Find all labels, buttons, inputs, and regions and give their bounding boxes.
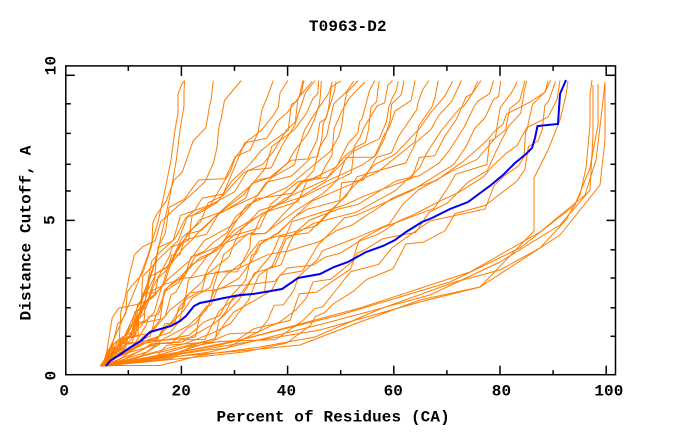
svg-text:40: 40 — [277, 382, 296, 400]
svg-text:0: 0 — [43, 371, 61, 381]
svg-text:60: 60 — [384, 382, 403, 400]
svg-text:T0963-D2: T0963-D2 — [309, 18, 387, 36]
svg-text:20: 20 — [171, 382, 190, 400]
svg-text:Percent of Residues (CA): Percent of Residues (CA) — [217, 409, 450, 427]
svg-text:100: 100 — [594, 382, 623, 400]
svg-text:0: 0 — [59, 382, 69, 400]
svg-text:10: 10 — [43, 56, 61, 75]
svg-text:5: 5 — [42, 215, 60, 225]
svg-text:80: 80 — [492, 382, 511, 400]
svg-text:Distance Cutoff, A: Distance Cutoff, A — [18, 145, 36, 320]
